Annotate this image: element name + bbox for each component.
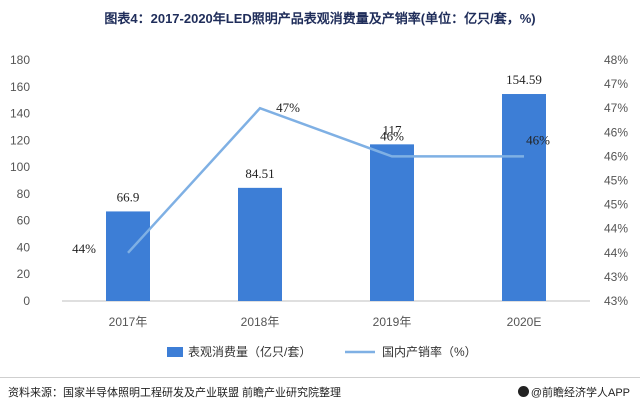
left-tick-label: 100 (10, 160, 30, 174)
right-tick-label: 48% (604, 53, 628, 67)
left-tick-label: 160 (10, 80, 30, 94)
bar-data-label: 117 (382, 122, 402, 137)
right-tick-label: 47% (604, 77, 628, 91)
x-tick-label: 2018年 (241, 315, 280, 329)
line-data-label: 46% (380, 128, 404, 143)
x-tick-label: 2017年 (109, 315, 148, 329)
line-data-label: 44% (72, 241, 96, 256)
legend-bar-label: 表观消费量（亿只/套） (188, 344, 311, 359)
line-data-label: 47% (276, 100, 300, 115)
right-tick-label: 47% (604, 101, 628, 115)
brand-credit: @前瞻经济学人APP (517, 384, 630, 400)
bar-series: 66.9 84.51 117 154.59 (106, 72, 546, 301)
x-tick-label: 2019年 (373, 315, 412, 329)
right-axis: 43% 43% 44% 44% 45% 45% 46% 46% 47% 47% 48% (604, 53, 628, 308)
right-tick-label: 45% (604, 174, 628, 188)
brand-logo-icon (517, 386, 529, 397)
left-tick-label: 20 (17, 267, 31, 281)
line-path (127, 106, 524, 254)
bar (502, 94, 546, 301)
x-tick-label: 2020E (507, 315, 542, 329)
legend-bar-swatch (167, 347, 183, 357)
legend-line-label: 国内产销率（%） (382, 344, 477, 359)
left-tick-label: 140 (10, 107, 30, 121)
right-tick-label: 46% (604, 149, 628, 163)
right-tick-label: 46% (604, 125, 628, 139)
source-note: 资料来源：国家半导体照明工程研发及产业联盟 前瞻产业研究院整理 (8, 387, 342, 399)
left-tick-label: 40 (17, 240, 31, 254)
bar-data-label: 66.9 (117, 189, 140, 204)
chart-title: 图表4：2017-2020年LED照明产品表观消费量及产销率(单位：亿只/套，%… (104, 11, 536, 26)
line-series: 44% 47% 46% 46% (72, 100, 550, 256)
line-data-label: 46% (526, 132, 550, 147)
left-axis: 0 20 40 60 80 100 120 140 160 180 (10, 53, 30, 308)
bar (370, 144, 414, 301)
left-tick-label: 60 (17, 214, 31, 228)
right-tick-label: 45% (604, 198, 628, 212)
right-tick-label: 43% (604, 270, 628, 284)
right-tick-label: 43% (604, 294, 628, 308)
right-tick-label: 44% (604, 246, 628, 260)
footer-divider (0, 377, 640, 378)
legend: 表观消费量（亿只/套） 国内产销率（%） (167, 344, 477, 359)
bar (238, 187, 282, 301)
bar-data-label: 154.59 (506, 72, 542, 87)
left-tick-label: 0 (23, 294, 30, 308)
right-tick-label: 44% (604, 222, 628, 236)
bar-data-label: 84.51 (245, 166, 274, 181)
left-tick-label: 80 (17, 187, 31, 201)
brand-credit-text: @前瞻经济学人APP (530, 387, 630, 399)
left-tick-label: 180 (10, 53, 30, 67)
x-axis-tick-labels: 2017年 2018年 2019年 2020E (109, 315, 542, 329)
left-tick-label: 120 (10, 133, 30, 147)
bar (106, 211, 150, 301)
